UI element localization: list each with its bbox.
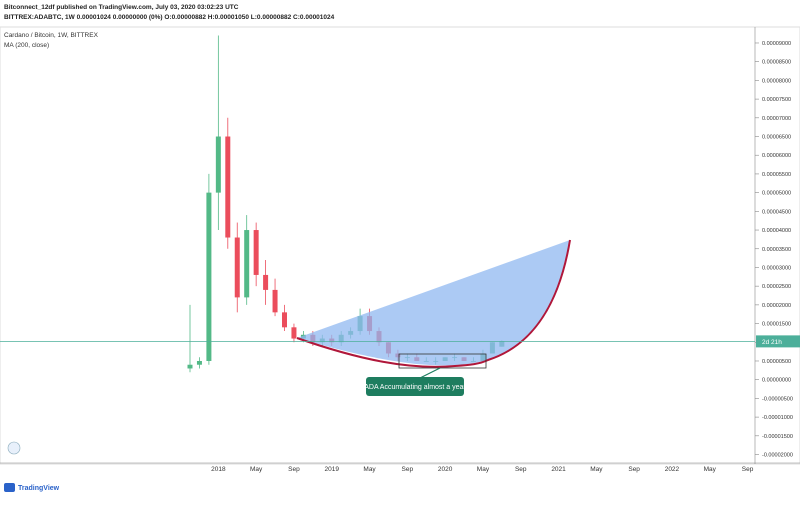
y-tick-label: 0.00006000 xyxy=(762,153,791,159)
candle-body xyxy=(263,274,269,290)
y-tick-label: 0.00000000 xyxy=(762,378,791,384)
y-tick-label: -0.00001000 xyxy=(762,415,793,421)
accumulation-box xyxy=(398,353,487,369)
settings-icon[interactable] xyxy=(7,441,21,455)
candle-body xyxy=(196,360,202,365)
y-tick-label: 0.00003000 xyxy=(762,265,791,271)
candle-body xyxy=(187,364,193,369)
x-tick-label: May xyxy=(477,466,490,473)
x-tick-label: Sep xyxy=(288,466,300,473)
candle-body xyxy=(234,237,240,298)
annotation-box xyxy=(366,377,464,396)
y-tick-label: 0.00007500 xyxy=(762,97,791,103)
y-tick-label: -0.00001500 xyxy=(762,434,793,440)
header-line: BITTREX:ADABTC, 1W 0.00001024 0.00000000… xyxy=(4,14,335,21)
x-tick-label: 2019 xyxy=(325,466,340,473)
candle-body xyxy=(244,230,250,298)
price-tag xyxy=(756,335,800,348)
y-tick-label: 0.00000500 xyxy=(762,359,791,365)
y-tick-label: 0.00007000 xyxy=(762,116,791,122)
annotation: ADA Accumulating almost a year xyxy=(364,384,466,391)
candle-body xyxy=(215,136,221,193)
y-tick-label: 0.00006500 xyxy=(762,135,791,141)
x-tick-label: 2020 xyxy=(438,466,453,473)
candle-body xyxy=(253,230,259,275)
y-tick-label: 0.00005500 xyxy=(762,172,791,178)
candle-body xyxy=(272,289,278,313)
candle-body xyxy=(291,327,297,339)
projection-area xyxy=(297,240,570,366)
countdown: 2d 21h xyxy=(762,339,782,346)
x-tick-label: 2018 xyxy=(211,466,226,473)
support-curve xyxy=(296,239,571,368)
brand: TradingView xyxy=(18,485,60,492)
candle-body xyxy=(206,192,212,361)
x-tick-label: May xyxy=(590,466,603,473)
y-tick-label: 0.00002000 xyxy=(762,303,791,309)
annotation-pointer xyxy=(419,367,441,379)
y-tick-label: -0.00000500 xyxy=(762,396,793,402)
candle-body xyxy=(282,312,287,328)
y-tick-label: 0.00008500 xyxy=(762,60,791,66)
indicator-label: MA (200, close) xyxy=(4,42,49,49)
y-tick-label: 0.00009000 xyxy=(762,41,791,47)
chart-frame xyxy=(0,26,800,465)
chart-title: Cardano / Bitcoin, 1W, BITTREX xyxy=(4,32,99,39)
x-tick-label: May xyxy=(363,466,376,473)
header-line: Bitconnect_12df published on TradingView… xyxy=(4,4,239,11)
brand-logo xyxy=(4,483,15,492)
x-tick-label: Sep xyxy=(742,466,754,473)
x-tick-label: Sep xyxy=(628,466,640,473)
y-tick-label: 0.00004500 xyxy=(762,209,791,215)
x-tick-label: 2021 xyxy=(551,466,566,473)
y-tick-label: 0.00004000 xyxy=(762,228,791,234)
y-tick-label: -0.00002000 xyxy=(762,453,793,459)
x-tick-label: May xyxy=(250,466,263,473)
x-tick-label: Sep xyxy=(515,466,527,473)
y-tick-label: 0.00008000 xyxy=(762,78,791,84)
candle-body xyxy=(225,136,231,238)
y-tick-label: 0.00003500 xyxy=(762,247,791,253)
y-tick-label: 0.00001500 xyxy=(762,322,791,328)
y-tick-label: 0.00002500 xyxy=(762,284,791,290)
x-tick-label: Sep xyxy=(402,466,414,473)
x-tick-label: May xyxy=(704,466,717,473)
footer xyxy=(0,478,800,500)
y-tick-label: 0.00005000 xyxy=(762,191,791,197)
x-tick-label: 2022 xyxy=(665,466,680,473)
